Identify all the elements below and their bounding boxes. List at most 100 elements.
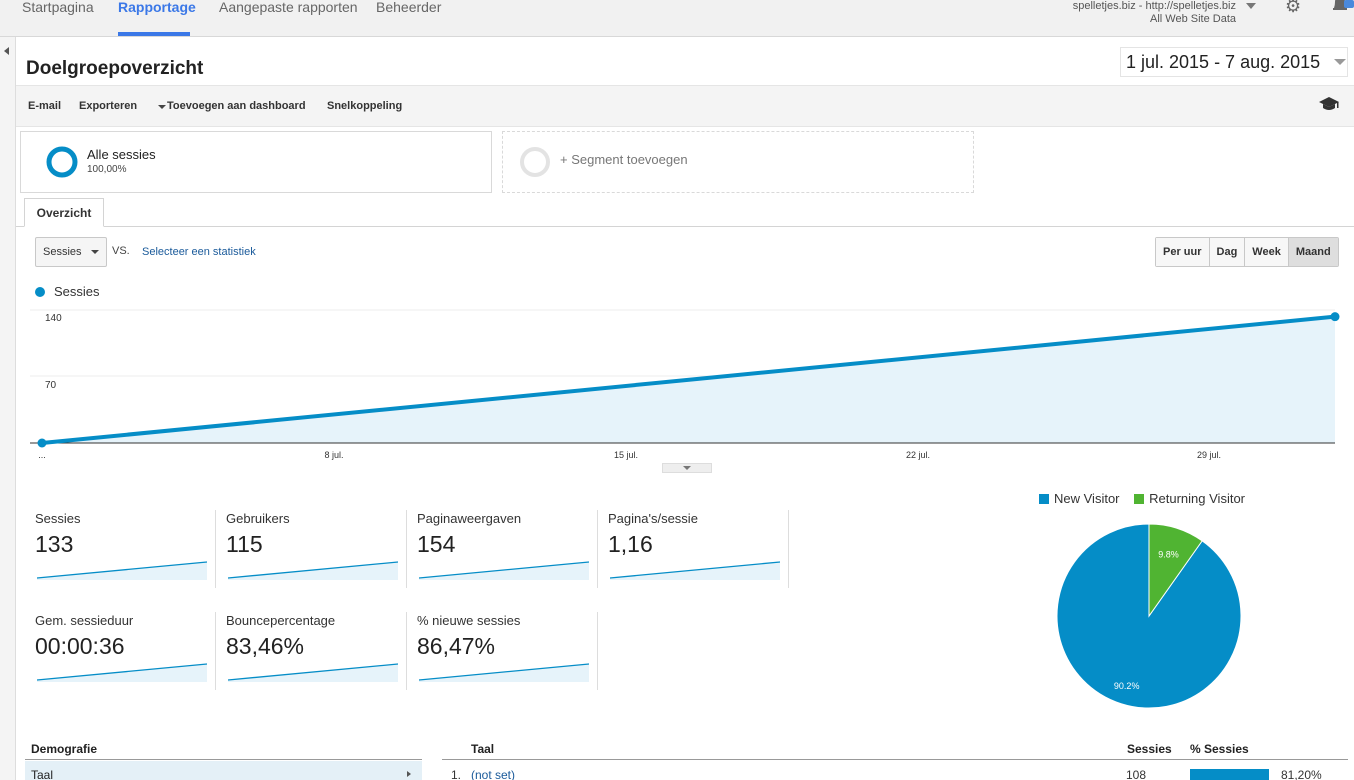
shortcut-button[interactable]: Snelkoppeling (327, 100, 403, 112)
data-point[interactable] (1330, 312, 1340, 322)
metric-value: 115 (226, 531, 263, 557)
add-segment-label: + Segment toevoegen (560, 152, 688, 167)
metric-value: 86,47% (417, 633, 496, 659)
metric-card-bounce-rate[interactable]: Bouncepercentage 83,46% (226, 613, 406, 693)
account-view: All Web Site Data (1149, 13, 1236, 25)
add-segment-button[interactable]: + Segment toevoegen (502, 131, 974, 193)
sparkline (419, 663, 589, 682)
row-language-link[interactable]: (not set) (471, 768, 516, 780)
segment-percentage: 100,00% (87, 164, 127, 175)
sparkline (610, 561, 780, 580)
chevron-down-icon[interactable] (683, 466, 691, 470)
nav-tab-custom-reports[interactable]: Aangepaste rapporten (219, 0, 358, 15)
tab-divider (16, 226, 1354, 227)
pie-slice-returning-visitor[interactable] (1148, 523, 1203, 618)
top-nav: Startpagina Rapportage Aangepaste rappor… (0, 0, 1354, 37)
metric-card-users[interactable]: Gebruikers 115 (226, 511, 406, 591)
granularity-hour-button[interactable]: Per uur (1156, 238, 1210, 266)
sparkline (37, 663, 207, 682)
select-statistic-link[interactable]: Selecteer een statistiek (142, 246, 256, 258)
metric-card-pages-per-session[interactable]: Pagina's/sessie 1,16 (608, 511, 788, 591)
legend-returning-visitor[interactable]: Returning Visitor (1149, 491, 1246, 506)
bell-icon[interactable] (1330, 0, 1350, 14)
metric-divider (597, 510, 598, 588)
metric-value: 00:00:36 (35, 633, 125, 659)
x-tick-label: 22 jul. (906, 450, 930, 460)
x-tick-label: 15 jul. (614, 450, 638, 460)
metric-divider (215, 510, 216, 588)
notification-badge (1344, 0, 1354, 8)
metric-card-avg-session-duration[interactable]: Gem. sessieduur 00:00:36 (35, 613, 215, 693)
granularity-month-button[interactable]: Maand (1288, 238, 1338, 266)
gear-icon[interactable]: ⚙ (1285, 0, 1302, 16)
demographics-item-language[interactable]: Taal (25, 761, 422, 780)
legend-marker (35, 287, 45, 297)
date-range-picker[interactable]: 1 jul. 2015 - 7 aug. 2015 (1120, 47, 1348, 77)
active-tab-indicator (118, 32, 190, 36)
granularity-week-button[interactable]: Week (1245, 238, 1289, 266)
account-selector[interactable]: spelletjes.biz - http://spelletjes.biz A… (1073, 0, 1236, 25)
chevron-down-icon[interactable] (1334, 59, 1346, 65)
sparkline (228, 663, 398, 682)
legend-new-visitor[interactable]: New Visitor (1054, 491, 1120, 506)
metric-label: Pagina's/sessie (608, 511, 698, 526)
export-button[interactable]: Exporteren (79, 100, 138, 112)
x-tick-label: 8 jul. (324, 450, 343, 460)
graduation-cap-icon[interactable] (1318, 96, 1340, 112)
metric-value: 133 (35, 531, 74, 557)
metric-divider (406, 612, 407, 690)
granularity-toggle: Per uur Dag Week Maand (1155, 237, 1339, 267)
language-table-header: Taal Sessies % Sessies (442, 740, 1348, 760)
metric-card-new-sessions[interactable]: % nieuwe sessies 86,47% (417, 613, 597, 693)
account-name: spelletjes.biz - http://spelletjes.biz (1072, 0, 1236, 12)
metric-card-sessions[interactable]: Sessies 133 (35, 511, 215, 591)
email-button[interactable]: E-mail (28, 100, 62, 112)
sparkline (37, 561, 207, 580)
account-dropdown-icon[interactable] (1246, 3, 1256, 9)
legend-swatch (1039, 494, 1049, 504)
metric-label: % nieuwe sessies (417, 613, 521, 628)
series-line (41, 314, 1336, 445)
data-point[interactable] (37, 438, 47, 448)
segment-label: Alle sessies (87, 147, 156, 162)
demographics-header: Demografie (25, 740, 422, 760)
visitor-pie-chart: 90.2% 9.8% (1056, 523, 1242, 709)
metric-divider (215, 612, 216, 690)
add-to-dashboard-button[interactable]: Toevoegen aan dashboard (167, 100, 306, 112)
pie-data-label: 90.2% (1114, 681, 1140, 691)
report-toolbar: E-mail Exporteren Toevoegen aan dashboar… (16, 85, 1354, 127)
sessions-line-chart: 140 70 ... 8 jul. 15 jul. 22 jul. 29 jul… (30, 309, 1340, 460)
granularity-day-button[interactable]: Dag (1209, 238, 1246, 266)
metric-card-pageviews[interactable]: Paginaweergaven 154 (417, 511, 597, 591)
legend-label[interactable]: Sessies (54, 284, 100, 299)
pie-data-label: 9.8% (1158, 550, 1179, 560)
metric-divider (597, 612, 598, 690)
export-dropdown-icon[interactable] (158, 105, 166, 109)
segment-all-sessions[interactable]: Alle sessies 100,00% (20, 131, 492, 193)
metric-label: Paginaweergaven (417, 511, 522, 526)
page-title: Doelgroepoverzicht (26, 58, 204, 79)
row-index: 1. (451, 768, 462, 780)
segment-donut-icon (46, 146, 78, 178)
column-header-pct-sessions[interactable]: % Sessies (1190, 742, 1249, 756)
pie-legend: New Visitor Returning Visitor (1039, 491, 1245, 506)
nav-tab-home[interactable]: Startpagina (22, 0, 94, 15)
pie-slice-new-visitor[interactable] (1056, 523, 1242, 709)
nav-tab-admin[interactable]: Beheerder (376, 0, 442, 15)
vs-label: VS. (112, 245, 130, 257)
table-row: 1. (not set) 108 81,20% (442, 761, 1348, 780)
metric-label: Gebruikers (226, 511, 290, 526)
chevron-down-icon[interactable] (91, 250, 99, 254)
tab-overview[interactable]: Overzicht (24, 198, 104, 227)
nav-tab-reporting[interactable]: Rapportage (118, 0, 196, 15)
metric-divider (788, 510, 789, 588)
row-sessions: 108 (1126, 768, 1147, 780)
column-header-sessions[interactable]: Sessies (1127, 742, 1172, 756)
legend-swatch (1134, 494, 1145, 504)
row-pct-sessions: 81,20% (1281, 768, 1322, 780)
y-tick-label: 140 (45, 313, 62, 324)
collapse-sidebar-icon[interactable] (4, 47, 9, 55)
metric-divider (406, 510, 407, 588)
sessions-share-bar (1190, 769, 1269, 780)
chevron-right-icon (407, 771, 411, 777)
